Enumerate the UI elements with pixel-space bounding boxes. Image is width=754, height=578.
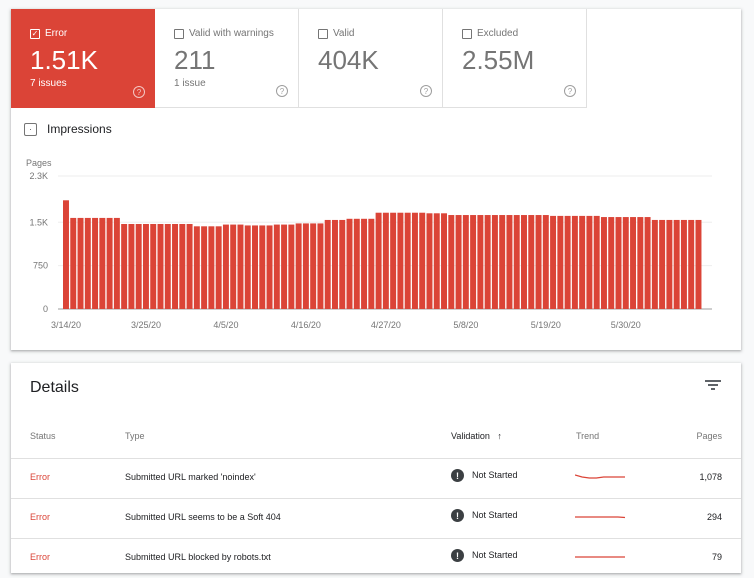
tile-value: 2.55M [462,45,535,75]
tile-value: 1.51K [30,45,98,75]
checkbox-checked-icon[interactable]: ✓ [30,28,40,39]
tile-label: Excluded [462,28,518,39]
tile-label: ✓ Error [30,28,67,39]
status-cell: Error [30,472,50,482]
tile-valid[interactable]: Valid 404K ? [299,9,443,108]
type-cell[interactable]: Submitted URL seems to be a Soft 404 [125,512,281,522]
type-cell[interactable]: Submitted URL marked 'noindex' [125,472,256,482]
help-icon[interactable]: ? [276,85,288,97]
tile-value: 404K [318,45,379,75]
validation-status: Not Started [472,469,518,480]
trend-sparkline [575,474,625,479]
checkbox-icon[interactable] [318,28,328,39]
help-icon[interactable]: ? [133,86,145,98]
alert-icon: ! [451,469,464,482]
column-header-type[interactable]: Type [125,431,145,441]
tile-excluded[interactable]: Excluded 2.55M ? [443,9,587,108]
details-card: Details Status Type Validation ↑ Trend P… [11,363,741,573]
checkbox-icon[interactable] [462,28,472,39]
impressions-checkbox[interactable] [24,122,37,136]
impressions-toggle[interactable]: Impressions [24,122,112,136]
validation-status: Not Started [472,509,518,520]
tile-label: Valid with warnings [174,28,274,39]
column-header-pages[interactable]: Pages [696,431,722,441]
sort-ascending-icon: ↑ [497,431,502,441]
column-header-validation[interactable]: Validation ↑ [451,431,502,441]
validation-header-label: Validation [451,431,490,441]
status-cell: Error [30,552,50,562]
column-header-status[interactable]: Status [30,431,56,441]
impressions-label: Impressions [47,122,112,136]
validation-status: Not Started [472,549,518,560]
pages-cell: 1,078 [699,472,722,482]
tile-label: Valid [318,28,355,39]
tile-label-text: Excluded [477,28,519,39]
tile-value: 211 [174,45,216,75]
table-row[interactable]: Error Submitted URL marked 'noindex' ! No… [11,458,741,498]
tile-valid-with-warnings[interactable]: Valid with warnings 211 1 issue ? [155,9,299,108]
pages-cell: 79 [711,552,722,562]
tile-label-text: Error [45,28,68,39]
alert-icon: ! [451,549,464,562]
alert-icon: ! [451,509,464,522]
tile-issue-count: 1 issue [174,78,206,89]
trend-sparkline [575,516,626,519]
checkbox-icon[interactable] [174,28,184,39]
table-row[interactable]: Error Submitted URL blocked by robots.tx… [11,538,741,578]
tile-issue-count: 7 issues [30,78,67,89]
tile-label-text: Valid [333,28,355,39]
coverage-summary-card: ✓ Error 1.51K 7 issues ? Valid with warnin… [11,9,741,350]
validation-cell: ! Not Started [451,509,518,522]
details-title: Details [30,379,79,396]
help-icon[interactable]: ? [420,85,432,97]
type-cell[interactable]: Submitted URL blocked by robots.txt [125,552,271,562]
column-header-trend: Trend [576,431,600,441]
validation-cell: ! Not Started [451,469,518,482]
pages-cell: 294 [706,512,722,522]
filter-icon[interactable] [705,379,721,391]
table-row[interactable]: Error Submitted URL seems to be a Soft 4… [11,498,741,538]
tile-label-text: Valid with warnings [189,28,274,39]
tile-error[interactable]: ✓ Error 1.51K 7 issues ? [11,9,155,108]
validation-cell: ! Not Started [451,549,518,562]
trend-sparkline [575,556,625,558]
status-cell: Error [30,512,50,522]
help-icon[interactable]: ? [564,85,576,97]
